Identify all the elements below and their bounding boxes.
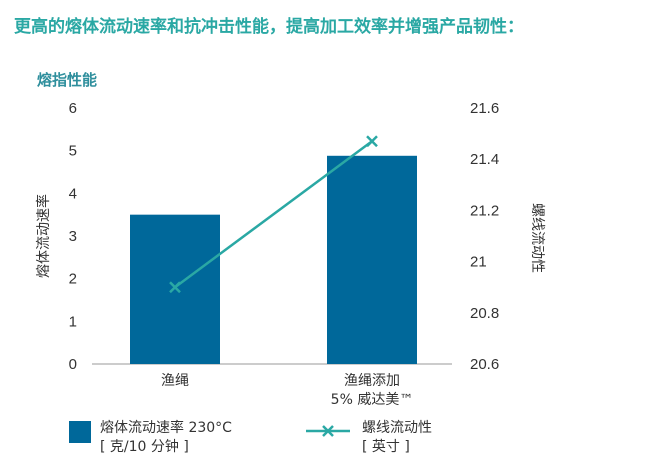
- legend-line-label: 螺线流动性 [ 英寸 ]: [362, 419, 432, 457]
- x-category-label: 渔绳: [161, 373, 189, 389]
- y-left-tick-label: 3: [69, 228, 77, 245]
- legend-bar-unit: [ 克/10 分钟 ]: [100, 439, 189, 455]
- series-line: [174, 140, 373, 289]
- chart-subtitle: 熔指性能: [37, 71, 98, 89]
- y-right-tick-label: 21.6: [470, 100, 499, 117]
- y-left-tick-label: 5: [69, 143, 77, 160]
- legend-bar-name: 熔体流动速率 230°C: [100, 420, 232, 436]
- headline: 更高的熔体流动速率和抗冲击性能，提高加工效率并增强产品韧性：: [14, 17, 524, 37]
- y-left-axis-label: 熔体流动速率: [35, 194, 52, 278]
- y-right-tick-label: 21.4: [470, 151, 499, 168]
- y-right-axis-label: 螺线流动性: [529, 203, 545, 273]
- legend-bar-label: 熔体流动速率 230°C [ 克/10 分钟 ]: [100, 419, 232, 457]
- x-category-label: 渔绳添加: [344, 373, 400, 389]
- line-point: [169, 281, 181, 294]
- y-right-tick-label: 20.6: [470, 356, 499, 373]
- legend-line-unit: [ 英寸 ]: [362, 439, 410, 455]
- y-left-tick-label: 0: [69, 356, 77, 373]
- x-category-label-line2: 5% 威达美™: [331, 392, 414, 408]
- y-left-tick-label: 2: [69, 271, 77, 288]
- legend-line-name: 螺线流动性: [362, 420, 432, 436]
- y-left-tick-label: 4: [69, 185, 77, 202]
- legend-line-marker: [306, 425, 350, 437]
- y-left-tick-label: 1: [69, 313, 77, 330]
- y-right-tick-label: 20.8: [470, 305, 499, 322]
- bar: [327, 155, 417, 364]
- bar: [130, 214, 220, 364]
- legend-bar-swatch: [69, 421, 91, 443]
- y-left-tick-label: 6: [69, 100, 77, 117]
- y-right-tick-label: 21: [470, 254, 487, 271]
- y-right-tick-label: 21.2: [470, 202, 499, 219]
- line-point: [366, 135, 378, 148]
